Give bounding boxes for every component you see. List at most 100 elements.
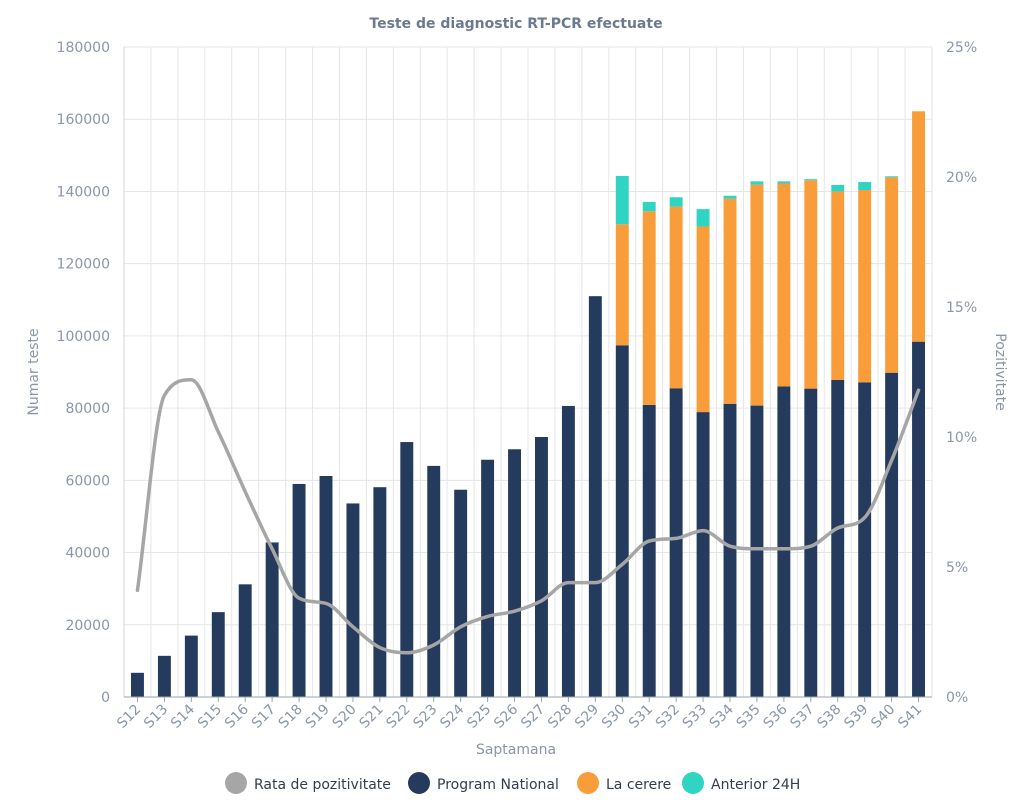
x-tick-label: S39	[841, 702, 871, 732]
x-tick-label: S31	[626, 702, 656, 732]
y-tick-label: 180000	[57, 40, 110, 56]
y-tick-label: 60000	[65, 473, 110, 489]
bars-layer	[131, 111, 925, 697]
bar-anterior-24h-s33	[696, 209, 710, 227]
legend-marker	[408, 772, 430, 794]
bar-program-national-s41	[912, 341, 925, 697]
bar-program-national-s24	[454, 489, 468, 697]
x-tick-label: S30	[599, 702, 629, 732]
x-tick-label: S26	[491, 701, 521, 731]
y-tick-label: 20000	[65, 618, 110, 634]
legend-item-la-cerere[interactable]: La cerere	[577, 772, 671, 794]
y-axis-title: Numar teste	[26, 328, 42, 415]
bar-anterior-24h-s34	[723, 195, 737, 199]
bar-program-national-s17	[265, 542, 279, 697]
bar-program-national-s31	[642, 404, 656, 697]
legend-item-rata-de-pozitivitate[interactable]: Rata de pozitivitate	[225, 772, 391, 794]
y-tick-label: 40000	[65, 546, 110, 562]
bar-la-cerere-s34	[723, 198, 737, 404]
x-tick-label: S20	[330, 702, 360, 732]
bar-anterior-24h-s30	[615, 175, 629, 225]
x-tick-label: S37	[787, 702, 817, 732]
bar-program-national-s21	[373, 487, 387, 697]
bar-anterior-24h-s40	[885, 176, 899, 178]
x-tick-label: S17	[249, 702, 279, 732]
x-tick-label: S32	[653, 702, 683, 732]
x-tick-label: S23	[410, 702, 440, 732]
bar-program-national-s35	[750, 405, 764, 697]
y-tick-label: 100000	[57, 329, 110, 345]
legend-item-anterior-24h[interactable]: Anterior 24H	[682, 772, 800, 794]
y-tick-label: 0	[101, 690, 110, 706]
legend-label: Program National	[437, 777, 559, 793]
y2-tick-label: 20%	[946, 170, 977, 186]
bar-program-national-s15	[211, 612, 225, 697]
bar-la-cerere-s40	[885, 177, 899, 373]
x-tick-label: S13	[141, 702, 171, 732]
x-tick-label: S15	[195, 702, 225, 732]
y2-tick-label: 0%	[946, 690, 968, 706]
x-tick-label: S28	[545, 702, 575, 732]
x-tick-label: S38	[814, 702, 844, 732]
bar-la-cerere-s35	[750, 184, 764, 406]
y2-tick-label: 10%	[946, 430, 977, 446]
bar-program-national-s22	[400, 442, 414, 697]
grid-layer	[123, 46, 933, 698]
legend-marker	[682, 772, 704, 794]
bar-program-national-s34	[723, 403, 737, 697]
bar-anterior-24h-s35	[750, 181, 764, 185]
x-tick-label: S16	[222, 701, 252, 731]
bar-program-national-s12	[131, 672, 144, 697]
bar-program-national-s40	[885, 372, 899, 697]
bar-program-national-s19	[319, 476, 333, 697]
y2-tick-label: 5%	[946, 560, 968, 576]
series-line-rata-de-pozitivitate	[135, 378, 921, 655]
x-tick-label: S25	[464, 702, 494, 732]
y-tick-label: 160000	[57, 112, 110, 128]
bar-program-national-s26	[508, 449, 521, 697]
legend-label: Anterior 24H	[711, 777, 800, 793]
x-tick-label: S34	[707, 701, 737, 731]
bar-la-cerere-s30	[615, 224, 629, 346]
bar-la-cerere-s39	[858, 190, 872, 383]
x-tick-label: S18	[276, 702, 306, 732]
bar-program-national-s36	[777, 386, 791, 697]
x-tick-label: S19	[303, 702, 333, 732]
x-tick-label: S33	[680, 702, 710, 732]
legend-label: La cerere	[606, 777, 671, 793]
bar-la-cerere-s41	[912, 111, 925, 342]
bar-anterior-24h-s36	[777, 181, 791, 184]
x-axis-title: Saptamana	[476, 742, 556, 758]
bar-program-national-s33	[696, 412, 710, 697]
bar-program-national-s18	[292, 483, 306, 697]
y2-axis-title: Pozitivitate	[992, 333, 1008, 410]
chart-title: Teste de diagnostic RT-PCR efectuate	[369, 16, 662, 32]
x-tick-label: S22	[383, 702, 413, 732]
y-tick-label: 140000	[57, 184, 110, 200]
x-tick-label: S14	[168, 701, 198, 731]
bar-program-national-s39	[858, 382, 872, 697]
x-tick-label: S36	[760, 701, 790, 731]
x-tick-label: S29	[572, 702, 602, 732]
y2-tick-label: 15%	[946, 300, 977, 316]
legend-marker	[225, 772, 247, 794]
x-tick-label: S41	[895, 702, 925, 732]
bar-program-national-s28	[561, 405, 575, 697]
bar-la-cerere-s33	[696, 226, 710, 413]
y-tick-label: 120000	[57, 257, 110, 273]
x-tick-label: S27	[518, 702, 548, 732]
bar-program-national-s37	[804, 388, 818, 697]
bar-anterior-24h-s31	[642, 201, 656, 212]
legend-item-program-national[interactable]: Program National	[408, 772, 559, 794]
legend: Rata de pozitivitate Program National La c…	[225, 772, 800, 794]
bar-program-national-s13	[157, 655, 171, 697]
line-layer	[135, 378, 921, 655]
bar-program-national-s27	[535, 437, 548, 697]
bar-anterior-24h-s38	[831, 184, 845, 192]
bar-program-national-s29	[588, 296, 602, 697]
x-tick-label: S21	[356, 702, 386, 732]
bar-program-national-s38	[831, 379, 845, 697]
x-tick-label: S40	[868, 702, 898, 732]
